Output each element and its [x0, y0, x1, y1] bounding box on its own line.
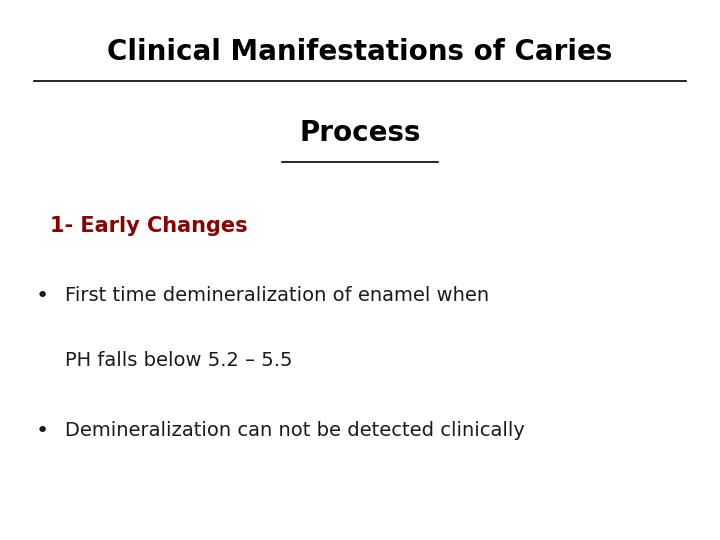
- Text: Process: Process: [300, 119, 420, 147]
- Text: Demineralization can not be detected clinically: Demineralization can not be detected cli…: [65, 421, 525, 440]
- Text: 1- Early Changes: 1- Early Changes: [50, 216, 248, 236]
- Text: •: •: [36, 286, 49, 306]
- Text: First time demineralization of enamel when: First time demineralization of enamel wh…: [65, 286, 489, 305]
- Text: •: •: [36, 421, 49, 441]
- Text: Clinical Manifestations of Caries: Clinical Manifestations of Caries: [107, 38, 613, 66]
- Text: PH falls below 5.2 – 5.5: PH falls below 5.2 – 5.5: [65, 351, 292, 370]
